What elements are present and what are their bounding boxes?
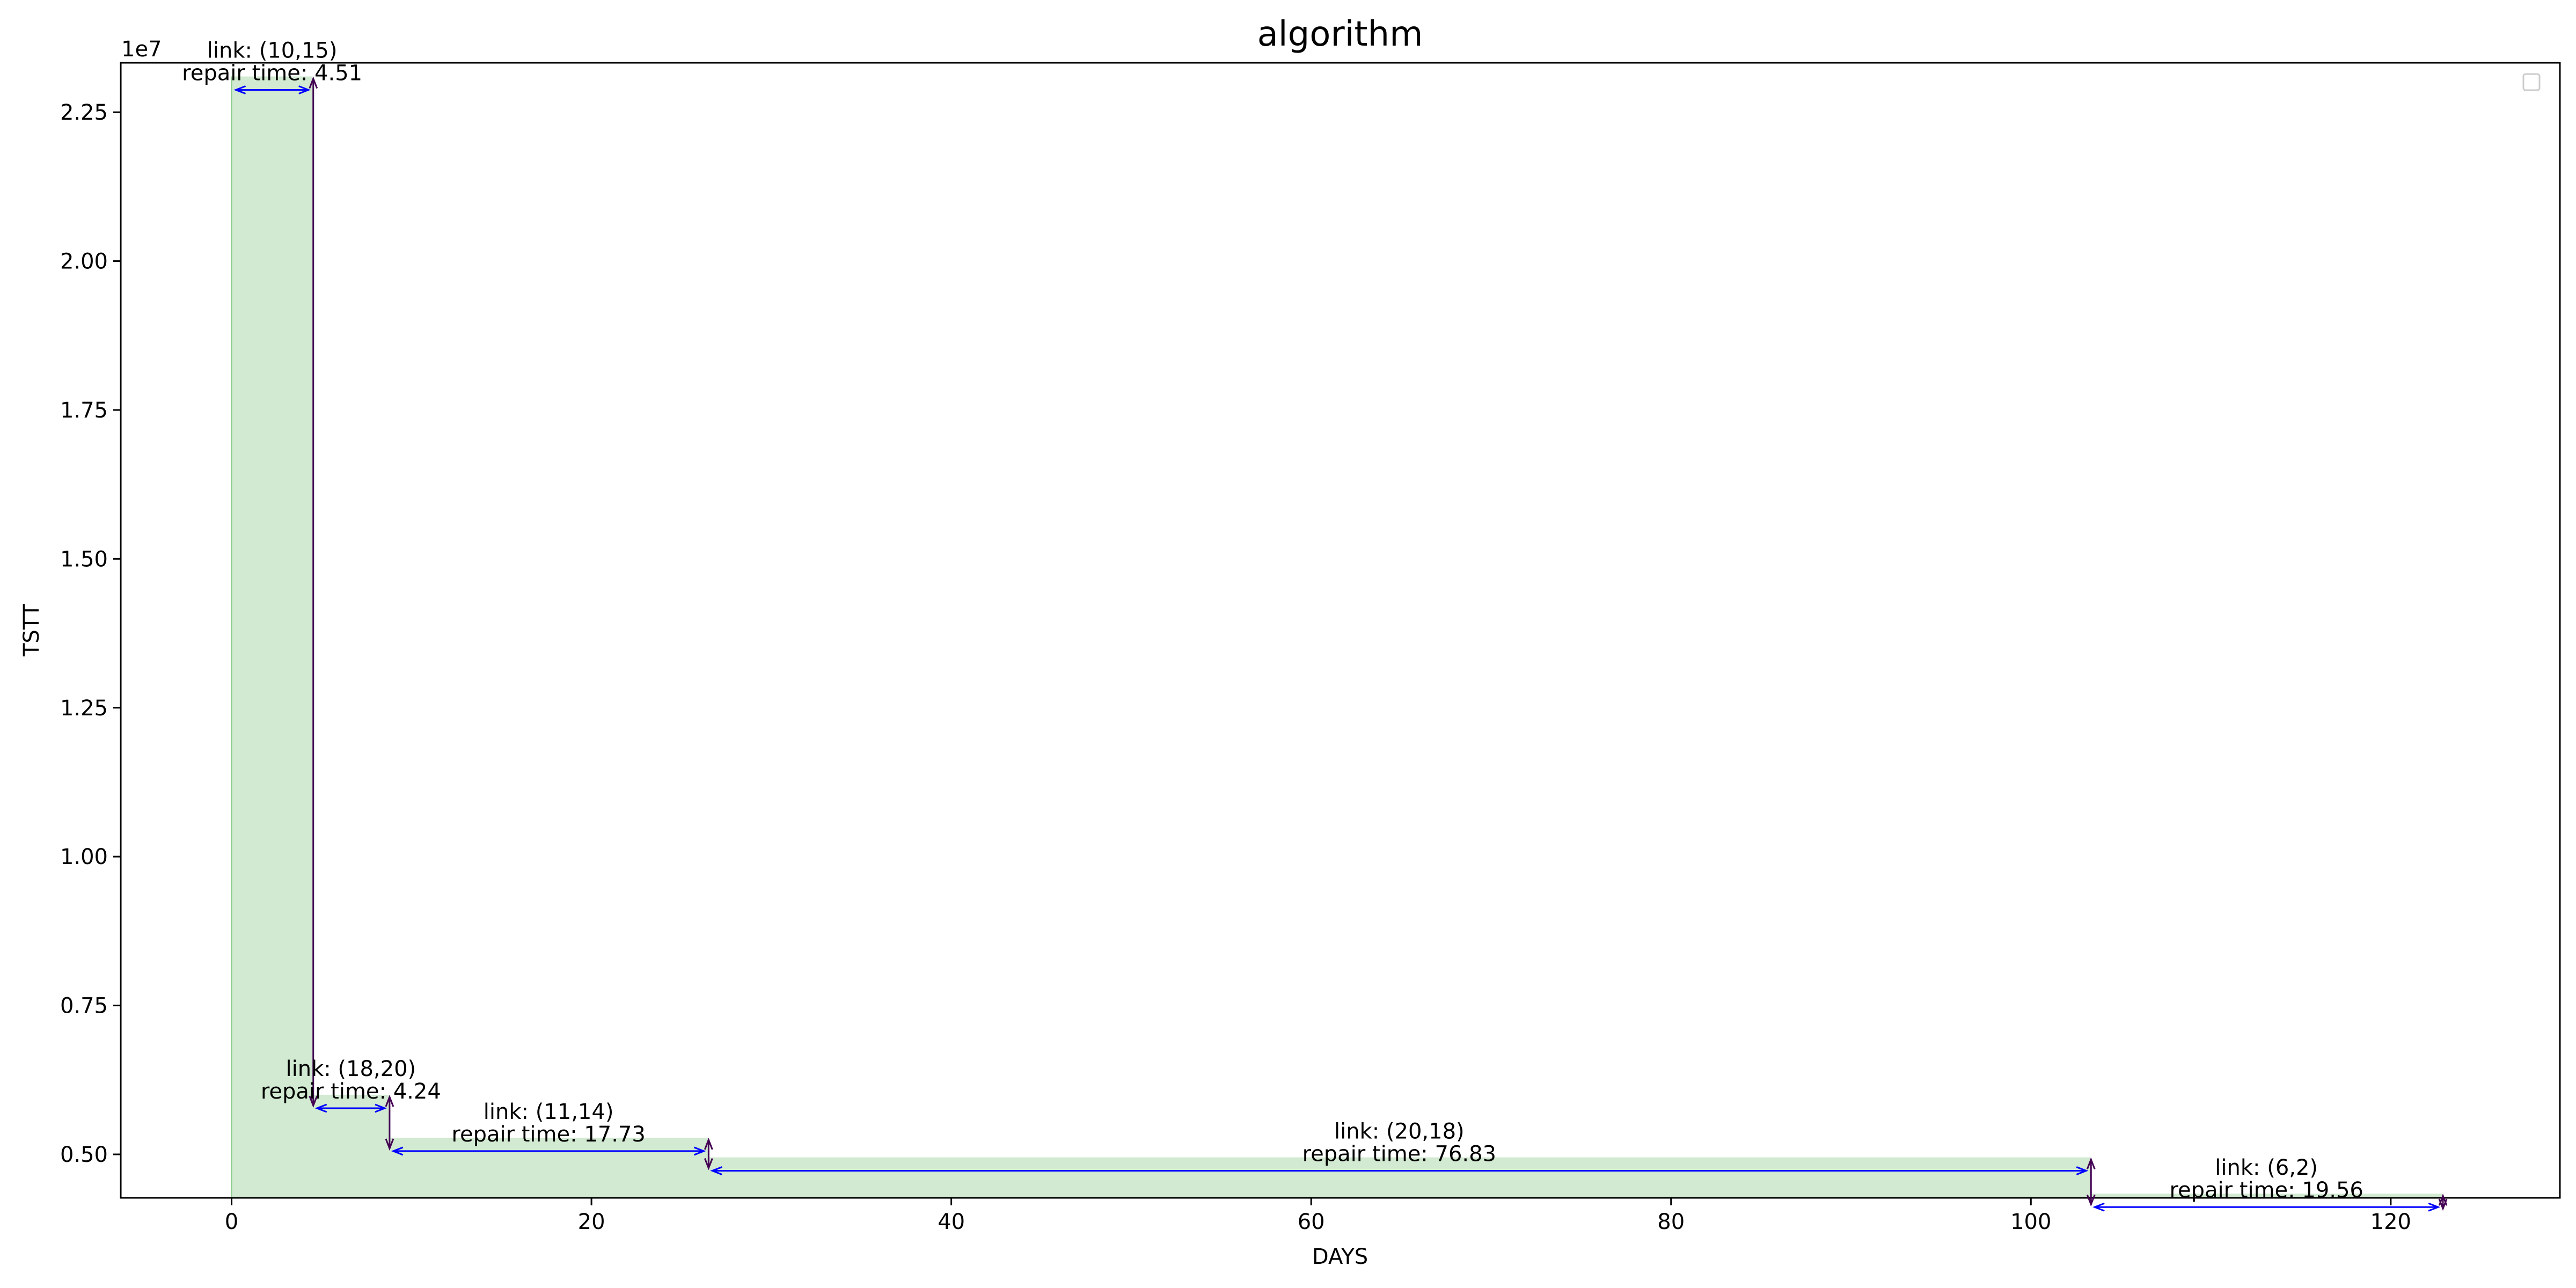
tstt-arrow-head-bottom-1: [385, 1138, 394, 1151]
link-label-3: link: (20,18): [1334, 1119, 1465, 1144]
tstt-arrow-head-top-2: [704, 1137, 713, 1150]
link-label-4: link: (6,2): [2215, 1155, 2318, 1180]
x-tick-label-1: 20: [578, 1210, 605, 1234]
repair-time-label-2: repair time: 17.73: [451, 1122, 645, 1147]
link-label-2: link: (11,14): [484, 1100, 614, 1124]
x-axis-label: DAYS: [1312, 1245, 1368, 1269]
tstt-arrow-head-bottom-2: [704, 1158, 713, 1170]
tstt-arrow-head-bottom-4: [2438, 1198, 2448, 1211]
step-annotation-0: link: (10,15)repair time: 4.51: [182, 39, 362, 1108]
y-offset-label: 1e7: [121, 37, 162, 62]
tstt-arrow-head-bottom-3: [2086, 1194, 2096, 1207]
x-tick-label-2: 40: [938, 1210, 965, 1234]
x-tick-label-5: 100: [2010, 1210, 2051, 1234]
axis-layer: 0 20 40 60 80 100 120 0.50 0.75 1.00 1.25 1.50 1.75 2…: [60, 100, 2411, 1234]
area-step-2: [389, 1137, 708, 1198]
step-annotation-4: link: (6,2)repair time: 19.56: [2092, 1155, 2448, 1212]
y-tick-label-4: 1.50: [60, 547, 108, 572]
repair-arrow-head-left-0: [233, 85, 246, 94]
step-annotation-1: link: (18,20)repair time: 4.24: [261, 1057, 441, 1151]
tstt-arrow-head-bottom-0: [309, 1095, 318, 1108]
repair-arrow-head-right-2: [693, 1146, 706, 1156]
repair-arrow-head-right-3: [2076, 1166, 2089, 1175]
area-step-4: [2090, 1194, 2443, 1198]
repair-arrow-head-left-2: [391, 1146, 404, 1156]
link-label-1: link: (18,20): [286, 1057, 416, 1081]
y-axis-label: TSTT: [19, 603, 44, 657]
plot-layer: [231, 76, 2443, 1198]
repair-arrow-head-left-3: [710, 1166, 722, 1175]
x-tick-label-6: 120: [2370, 1210, 2411, 1234]
repair-arrow-head-right-1: [375, 1103, 387, 1113]
link-label-0: link: (10,15): [207, 39, 338, 63]
repair-arrow-head-right-0: [298, 85, 311, 94]
step-annotation-3: link: (20,18)repair time: 76.83: [710, 1119, 2096, 1207]
plot-frame: [120, 62, 2561, 1199]
x-tick-label-4: 80: [1657, 1210, 1685, 1234]
legend-box: [2522, 73, 2541, 91]
repair-time-label-1: repair time: 4.24: [261, 1079, 441, 1104]
repair-time-label-0: repair time: 4.51: [182, 61, 362, 86]
chart-title: algorithm: [1257, 14, 1423, 54]
area-step-3: [708, 1157, 2091, 1198]
y-tick-label-0: 0.50: [60, 1143, 108, 1167]
y-tick-label-1: 0.75: [60, 994, 108, 1019]
y-tick-label-3: 1.25: [60, 696, 108, 721]
repair-time-label-4: repair time: 19.56: [2169, 1178, 2363, 1203]
repair-time-label-3: repair time: 76.83: [1302, 1142, 1496, 1167]
y-tick-label-2: 1.00: [60, 845, 108, 869]
x-tick-label-0: 0: [225, 1210, 238, 1234]
y-tick-label-7: 2.25: [60, 100, 108, 125]
repair-arrow-head-left-1: [314, 1103, 327, 1113]
y-tick-label-5: 1.75: [60, 398, 108, 423]
x-tick-label-3: 60: [1298, 1210, 1325, 1234]
step-annotation-2: link: (11,14)repair time: 17.73: [391, 1100, 713, 1170]
tstt-arrow-head-top-1: [385, 1094, 394, 1107]
repair-arrow-head-left-4: [2092, 1202, 2105, 1212]
repair-arrow-head-right-4: [2428, 1202, 2441, 1212]
tstt-arrow-head-top-0: [309, 76, 318, 89]
area-step-0: [231, 76, 313, 1198]
y-tick-label-6: 2.00: [60, 250, 108, 274]
tstt-arrow-head-top-3: [2086, 1157, 2096, 1170]
